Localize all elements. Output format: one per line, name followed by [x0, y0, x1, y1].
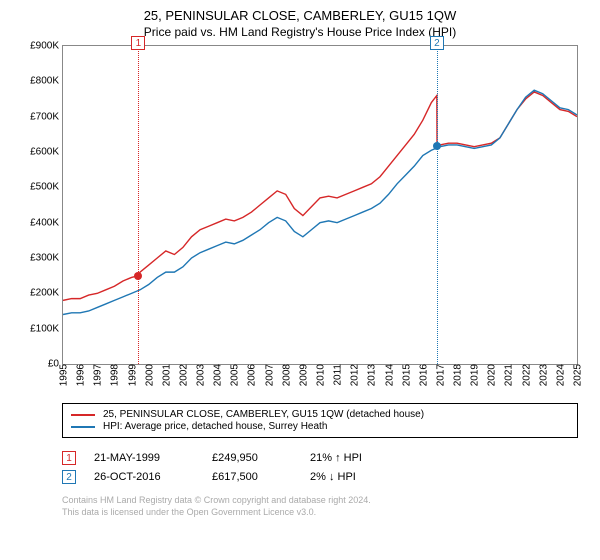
- footer-line1: Contains HM Land Registry data © Crown c…: [62, 495, 582, 507]
- x-axis-label: 2001: [159, 364, 172, 386]
- sale-row: 1 21-MAY-1999 £249,950 21% ↑ HPI: [62, 451, 582, 465]
- footer-text: Contains HM Land Registry data © Crown c…: [62, 495, 582, 518]
- x-axis-label: 2011: [331, 364, 344, 386]
- sale-price: £249,950: [212, 452, 292, 464]
- legend-swatch: [71, 426, 95, 428]
- y-axis-label: £900K: [30, 41, 63, 52]
- sale-marker-line: [138, 46, 139, 364]
- x-axis-label: 2017: [433, 364, 446, 386]
- x-axis-label: 2021: [502, 364, 515, 386]
- x-axis-label: 2004: [211, 364, 224, 386]
- x-axis-label: 2018: [451, 364, 464, 386]
- sale-date: 21-MAY-1999: [94, 452, 194, 464]
- x-axis-label: 1997: [91, 364, 104, 386]
- chart-plot-area: £0£100K£200K£300K£400K£500K£600K£700K£80…: [62, 45, 578, 365]
- legend-item: 25, PENINSULAR CLOSE, CAMBERLEY, GU15 1Q…: [71, 409, 569, 420]
- series-property: [63, 92, 577, 300]
- x-axis-label: 1996: [74, 364, 87, 386]
- sale-date: 26-OCT-2016: [94, 471, 194, 483]
- sale-delta: 21% ↑ HPI: [310, 452, 400, 464]
- chart-title: 25, PENINSULAR CLOSE, CAMBERLEY, GU15 1Q…: [18, 8, 582, 23]
- legend-label: HPI: Average price, detached house, Surr…: [103, 421, 327, 432]
- sale-marker-box: 1: [131, 36, 145, 50]
- sale-num-box: 1: [62, 451, 76, 465]
- x-axis-label: 2000: [142, 364, 155, 386]
- chart-subtitle: Price paid vs. HM Land Registry's House …: [18, 25, 582, 39]
- sale-delta: 2% ↓ HPI: [310, 471, 400, 483]
- x-axis-label: 2005: [228, 364, 241, 386]
- footer-line2: This data is licensed under the Open Gov…: [62, 507, 582, 519]
- x-axis-label: 2010: [314, 364, 327, 386]
- x-axis-label: 2009: [296, 364, 309, 386]
- chart-lines-svg: [63, 46, 577, 364]
- x-axis-label: 2023: [536, 364, 549, 386]
- x-axis-label: 2013: [365, 364, 378, 386]
- y-axis-label: £500K: [30, 182, 63, 193]
- y-axis-label: £800K: [30, 76, 63, 87]
- sale-num-box: 2: [62, 470, 76, 484]
- legend-item: HPI: Average price, detached house, Surr…: [71, 421, 569, 432]
- x-axis-label: 2008: [279, 364, 292, 386]
- sale-marker-box: 2: [430, 36, 444, 50]
- x-axis-label: 2022: [519, 364, 532, 386]
- legend-label: 25, PENINSULAR CLOSE, CAMBERLEY, GU15 1Q…: [103, 409, 424, 420]
- y-axis-label: £300K: [30, 253, 63, 264]
- x-axis-label: 2014: [382, 364, 395, 386]
- x-axis-label: 2025: [571, 364, 584, 386]
- legend-swatch: [71, 414, 95, 416]
- x-axis-label: 2015: [399, 364, 412, 386]
- x-axis-label: 2024: [553, 364, 566, 386]
- x-axis-label: 2016: [416, 364, 429, 386]
- x-axis-label: 2006: [245, 364, 258, 386]
- series-hpi: [63, 90, 577, 314]
- y-axis-label: £400K: [30, 217, 63, 228]
- legend-box: 25, PENINSULAR CLOSE, CAMBERLEY, GU15 1Q…: [62, 403, 578, 438]
- x-axis-label: 2012: [348, 364, 361, 386]
- y-axis-label: £200K: [30, 288, 63, 299]
- x-axis-label: 2003: [194, 364, 207, 386]
- x-axis-label: 1998: [108, 364, 121, 386]
- x-axis-label: 2020: [485, 364, 498, 386]
- y-axis-label: £700K: [30, 111, 63, 122]
- sale-marker-line: [437, 46, 438, 364]
- sale-marker-point: [433, 142, 441, 150]
- x-axis-label: 2019: [468, 364, 481, 386]
- x-axis-label: 1999: [125, 364, 138, 386]
- x-axis-label: 2002: [176, 364, 189, 386]
- sales-list: 1 21-MAY-1999 £249,950 21% ↑ HPI 2 26-OC…: [62, 446, 582, 489]
- y-axis-label: £600K: [30, 147, 63, 158]
- sale-price: £617,500: [212, 471, 292, 483]
- sale-marker-point: [134, 272, 142, 280]
- y-axis-label: £100K: [30, 323, 63, 334]
- sale-row: 2 26-OCT-2016 £617,500 2% ↓ HPI: [62, 470, 582, 484]
- x-axis-label: 1995: [57, 364, 70, 386]
- x-axis-label: 2007: [262, 364, 275, 386]
